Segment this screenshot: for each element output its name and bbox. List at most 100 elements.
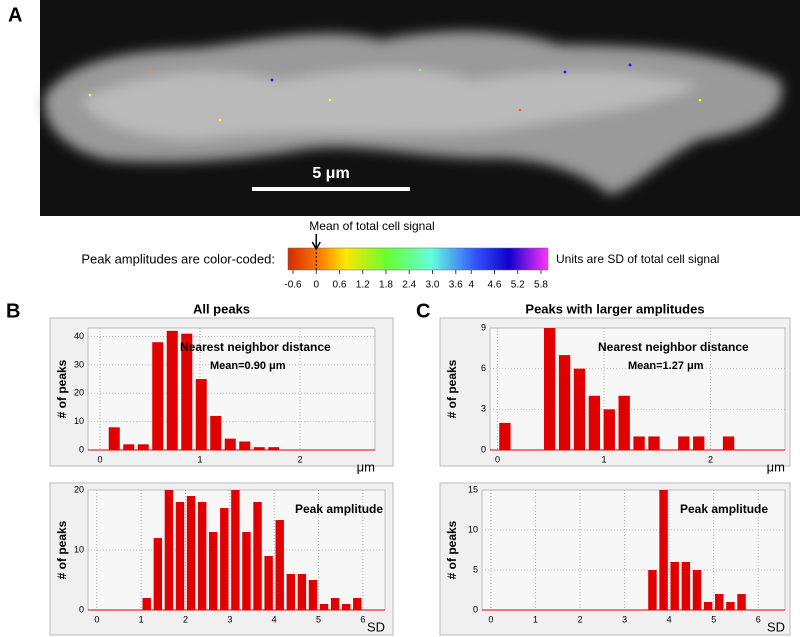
bar bbox=[197, 502, 207, 610]
peak-dot bbox=[148, 68, 152, 72]
peak-dot bbox=[563, 70, 567, 74]
peak-dot bbox=[518, 108, 522, 112]
y-axis-label: # of peaks bbox=[445, 359, 459, 418]
bar bbox=[253, 502, 262, 610]
y-tick-label: 10 bbox=[468, 524, 478, 534]
annotation: Mean=0.90 μm bbox=[210, 360, 286, 372]
y-axis-label: # of peaks bbox=[55, 359, 69, 418]
bar bbox=[186, 496, 196, 610]
colorbar-tick-label: 4 bbox=[468, 280, 474, 291]
y-axis-label: # of peaks bbox=[55, 520, 69, 579]
colorbar-intro: Peak amplitudes are color-coded: bbox=[81, 251, 275, 266]
bar bbox=[175, 502, 185, 610]
panel-label: A bbox=[8, 4, 22, 26]
x-axis-label: μm bbox=[357, 459, 375, 474]
bar bbox=[737, 594, 746, 610]
bar bbox=[726, 602, 735, 610]
bar bbox=[573, 368, 586, 450]
x-tick-label: 2 bbox=[183, 614, 188, 624]
y-tick-label: 30 bbox=[74, 359, 84, 369]
x-tick-label: 6 bbox=[360, 614, 365, 624]
bar bbox=[153, 538, 163, 610]
x-tick-label: 1 bbox=[197, 454, 202, 464]
colorbar-tick-label: 0 bbox=[313, 280, 319, 291]
bar bbox=[659, 490, 668, 610]
bar bbox=[210, 415, 222, 450]
x-tick-label: 0 bbox=[495, 454, 500, 464]
bar bbox=[123, 444, 135, 450]
bar bbox=[268, 447, 280, 450]
peak-dot bbox=[218, 118, 222, 122]
colorbar-tick-label: 5.2 bbox=[511, 280, 525, 291]
peak-dot bbox=[628, 63, 632, 67]
bar bbox=[308, 580, 318, 610]
y-tick-label: 20 bbox=[74, 484, 84, 494]
x-tick-label: 2 bbox=[708, 454, 713, 464]
bar bbox=[239, 441, 251, 450]
bar bbox=[692, 570, 702, 610]
colorbar-units: Units are SD of total cell signal bbox=[556, 252, 719, 266]
x-tick-label: 1 bbox=[601, 454, 606, 464]
scale-bar-label: 5 μm bbox=[312, 165, 349, 182]
x-tick-label: 3 bbox=[622, 614, 627, 624]
x-tick-label: 0 bbox=[488, 614, 493, 624]
bar bbox=[715, 594, 724, 610]
bar bbox=[231, 490, 240, 610]
bar bbox=[166, 330, 178, 450]
bar bbox=[264, 556, 273, 610]
bar bbox=[286, 574, 296, 610]
y-tick-label: 0 bbox=[79, 444, 84, 454]
peak-dot bbox=[270, 78, 274, 82]
bar bbox=[703, 602, 713, 610]
y-tick-label: 3 bbox=[481, 404, 486, 414]
bar bbox=[152, 342, 164, 450]
bar bbox=[678, 436, 690, 450]
x-tick-label: 0 bbox=[97, 454, 102, 464]
bar bbox=[319, 604, 329, 610]
y-tick-label: 20 bbox=[74, 388, 84, 398]
bar bbox=[670, 562, 679, 610]
bar bbox=[342, 604, 351, 610]
peak-dot bbox=[328, 98, 332, 102]
x-axis-label: SD bbox=[367, 619, 385, 634]
annotation: Mean=1.27 μm bbox=[628, 360, 704, 372]
bar bbox=[209, 532, 218, 610]
colorbar-tick-label: 4.6 bbox=[488, 280, 502, 291]
y-tick-label: 10 bbox=[74, 544, 84, 554]
x-tick-label: 5 bbox=[316, 614, 321, 624]
colorbar-tick-label: 3.0 bbox=[426, 280, 440, 291]
x-tick-label: 4 bbox=[667, 614, 672, 624]
y-tick-label: 10 bbox=[74, 416, 84, 426]
bar bbox=[499, 422, 511, 450]
peak-dot bbox=[698, 98, 702, 102]
bar bbox=[297, 574, 307, 610]
colorbar-tick-label: -0.6 bbox=[284, 280, 302, 291]
bar bbox=[558, 355, 571, 450]
x-tick-label: 2 bbox=[297, 454, 302, 464]
bar bbox=[181, 333, 193, 450]
x-axis-label: SD bbox=[767, 619, 785, 634]
y-tick-label: 0 bbox=[79, 604, 84, 614]
y-tick-label: 6 bbox=[481, 363, 486, 373]
colorbar: Peak amplitudes are color-coded: Units a… bbox=[81, 219, 719, 271]
bar bbox=[618, 395, 630, 450]
bar bbox=[603, 409, 615, 450]
panel-label: B bbox=[6, 300, 20, 322]
bar bbox=[681, 562, 691, 610]
y-tick-label: 0 bbox=[473, 604, 478, 614]
bar bbox=[137, 444, 149, 450]
annotation: Nearest neighbor distance bbox=[598, 340, 749, 354]
plot-area bbox=[481, 489, 786, 611]
bar bbox=[693, 436, 705, 450]
x-tick-label: 0 bbox=[94, 614, 99, 624]
annotation: Peak amplitude bbox=[295, 502, 383, 516]
y-tick-label: 9 bbox=[481, 322, 486, 332]
colorbar-gradient bbox=[287, 247, 549, 271]
y-tick-label: 5 bbox=[473, 564, 478, 574]
bar bbox=[195, 379, 207, 450]
bar bbox=[253, 447, 265, 450]
bar bbox=[108, 427, 120, 450]
colorbar-tick-label: 2.4 bbox=[402, 280, 416, 291]
bar bbox=[543, 328, 556, 450]
